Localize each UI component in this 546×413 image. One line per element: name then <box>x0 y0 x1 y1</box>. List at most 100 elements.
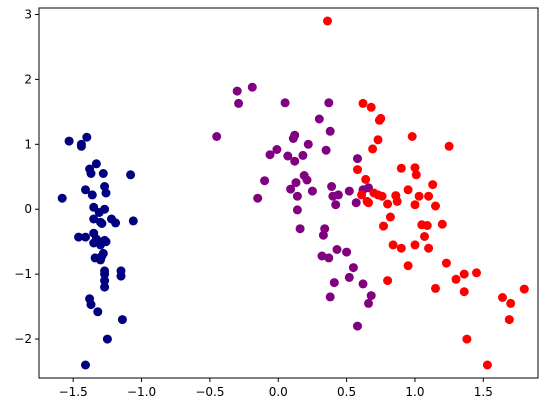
data-point <box>383 199 393 209</box>
data-point <box>292 205 302 215</box>
data-point <box>482 360 492 370</box>
data-point <box>234 98 244 108</box>
data-point <box>444 141 454 151</box>
data-point <box>74 232 84 242</box>
data-point <box>366 102 376 112</box>
data-point <box>100 282 110 292</box>
data-point <box>290 130 300 140</box>
data-point <box>441 258 451 268</box>
data-point <box>358 98 368 108</box>
data-point <box>504 315 514 325</box>
data-point <box>89 238 99 248</box>
data-point <box>519 284 529 294</box>
data-point <box>373 135 383 145</box>
data-point <box>64 136 74 146</box>
data-point <box>101 188 111 198</box>
data-point <box>396 243 406 253</box>
data-point <box>410 163 420 173</box>
data-point <box>332 245 342 254</box>
x-tick-label: −1.0 <box>127 385 156 399</box>
data-point <box>81 360 90 370</box>
data-point <box>342 247 352 257</box>
data-point <box>428 180 438 190</box>
data-point <box>422 221 432 230</box>
data-point <box>295 224 305 234</box>
x-tick-label: 0.0 <box>269 385 288 399</box>
data-point <box>364 298 373 308</box>
data-point <box>368 144 378 154</box>
data-point <box>462 334 472 344</box>
data-point <box>420 232 429 241</box>
y-tick-label: 0 <box>24 202 32 216</box>
data-point <box>327 182 337 191</box>
data-point <box>403 261 413 271</box>
x-tick-label: −0.5 <box>195 385 224 399</box>
data-point <box>437 219 447 229</box>
plot-points <box>57 16 529 370</box>
data-point <box>379 221 388 231</box>
data-point <box>81 185 90 195</box>
data-point <box>76 139 86 149</box>
data-point <box>253 193 263 203</box>
data-point <box>331 200 341 210</box>
data-point <box>459 269 469 279</box>
data-point <box>388 240 398 250</box>
data-point <box>82 132 92 142</box>
data-point <box>290 156 300 166</box>
data-point <box>431 283 440 293</box>
data-point <box>358 279 368 289</box>
data-point <box>424 243 434 253</box>
data-point <box>472 268 481 278</box>
data-point <box>212 132 222 141</box>
y-tick-label: −2 <box>14 332 32 346</box>
data-point <box>89 214 99 224</box>
data-point <box>329 278 339 288</box>
data-point <box>357 190 367 200</box>
x-tick-label: 1.0 <box>405 385 424 399</box>
data-point <box>265 150 275 160</box>
data-point <box>87 190 97 200</box>
data-point <box>325 292 335 302</box>
data-point <box>102 334 112 344</box>
data-point <box>361 174 371 184</box>
data-point <box>111 218 121 228</box>
x-tick-label: 0.5 <box>337 385 356 399</box>
data-point <box>314 114 324 124</box>
data-point <box>100 235 110 245</box>
data-point <box>385 212 395 222</box>
y-tick-label: 1 <box>24 137 32 151</box>
data-point <box>126 170 136 180</box>
y-tick-label: −1 <box>14 267 32 281</box>
y-tick-label: 3 <box>24 7 32 21</box>
data-point <box>86 300 96 310</box>
data-point <box>291 178 301 188</box>
data-point <box>325 126 335 136</box>
data-point <box>232 86 242 96</box>
data-point <box>302 175 312 185</box>
data-point <box>260 176 270 186</box>
data-point <box>97 251 107 261</box>
data-point <box>396 163 406 173</box>
data-point <box>364 198 373 208</box>
data-point <box>283 151 293 161</box>
data-point <box>431 201 440 211</box>
data-point <box>117 315 127 325</box>
data-point <box>81 232 90 242</box>
data-point <box>353 321 362 331</box>
data-point <box>303 139 313 149</box>
data-point <box>298 150 308 160</box>
x-axis: −1.5 −1.0 −0.5 0.0 0.5 1.0 1.5 <box>59 378 493 399</box>
data-point <box>392 196 402 206</box>
data-point <box>333 190 343 200</box>
data-point <box>451 274 461 284</box>
data-point <box>324 98 334 108</box>
data-point <box>383 276 393 286</box>
data-point <box>377 191 387 201</box>
plot-frame <box>38 7 539 379</box>
data-point <box>410 200 420 210</box>
data-point <box>411 170 421 180</box>
data-point <box>351 198 361 208</box>
data-point <box>247 82 257 92</box>
data-point <box>410 240 420 250</box>
